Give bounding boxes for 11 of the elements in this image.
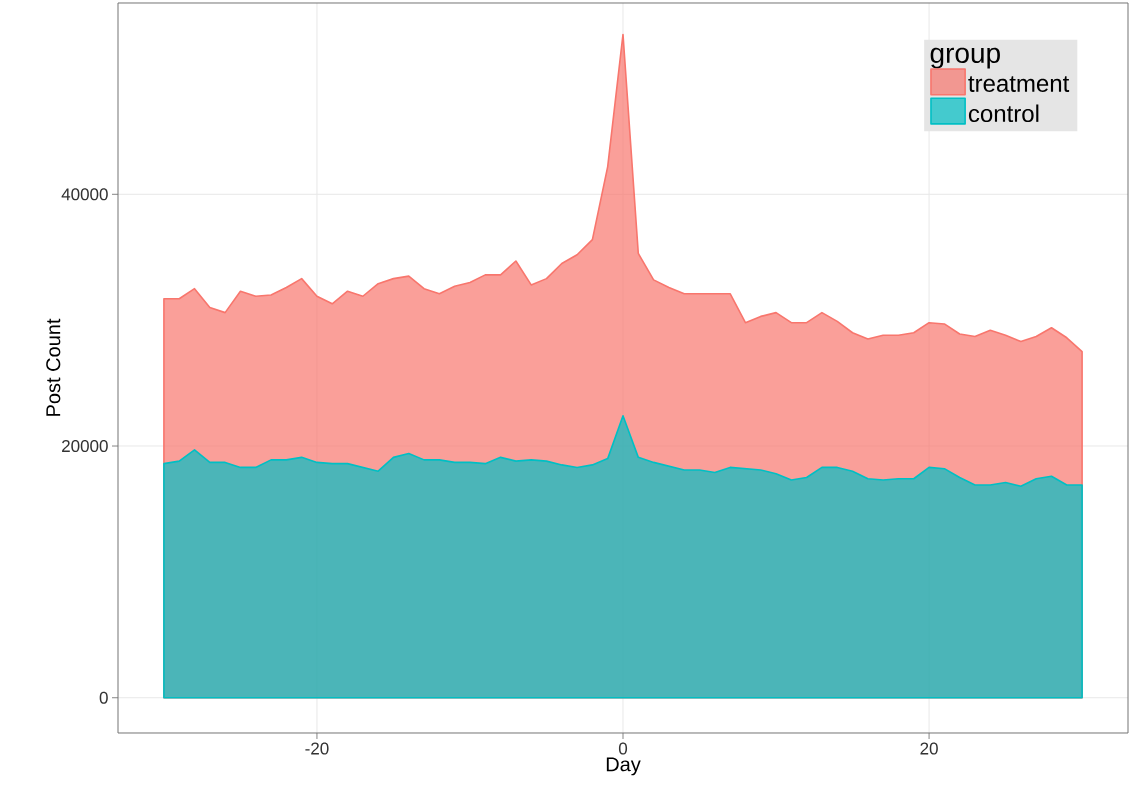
legend-title: group	[930, 47, 1000, 69]
legend-label: treatment	[968, 76, 1070, 92]
x-tick-label: 20	[920, 742, 938, 755]
y-tick-label: 0	[99, 691, 108, 704]
legend-label: control	[968, 104, 1039, 123]
y-tick-label: 40000	[61, 188, 108, 201]
x-tick-label: -20	[305, 742, 329, 755]
x-axis-title: Day	[606, 757, 641, 776]
x-tick-label: 0	[618, 742, 628, 755]
y-axis-title: Post Count	[46, 318, 61, 416]
y-tick-label: 20000	[62, 440, 108, 453]
